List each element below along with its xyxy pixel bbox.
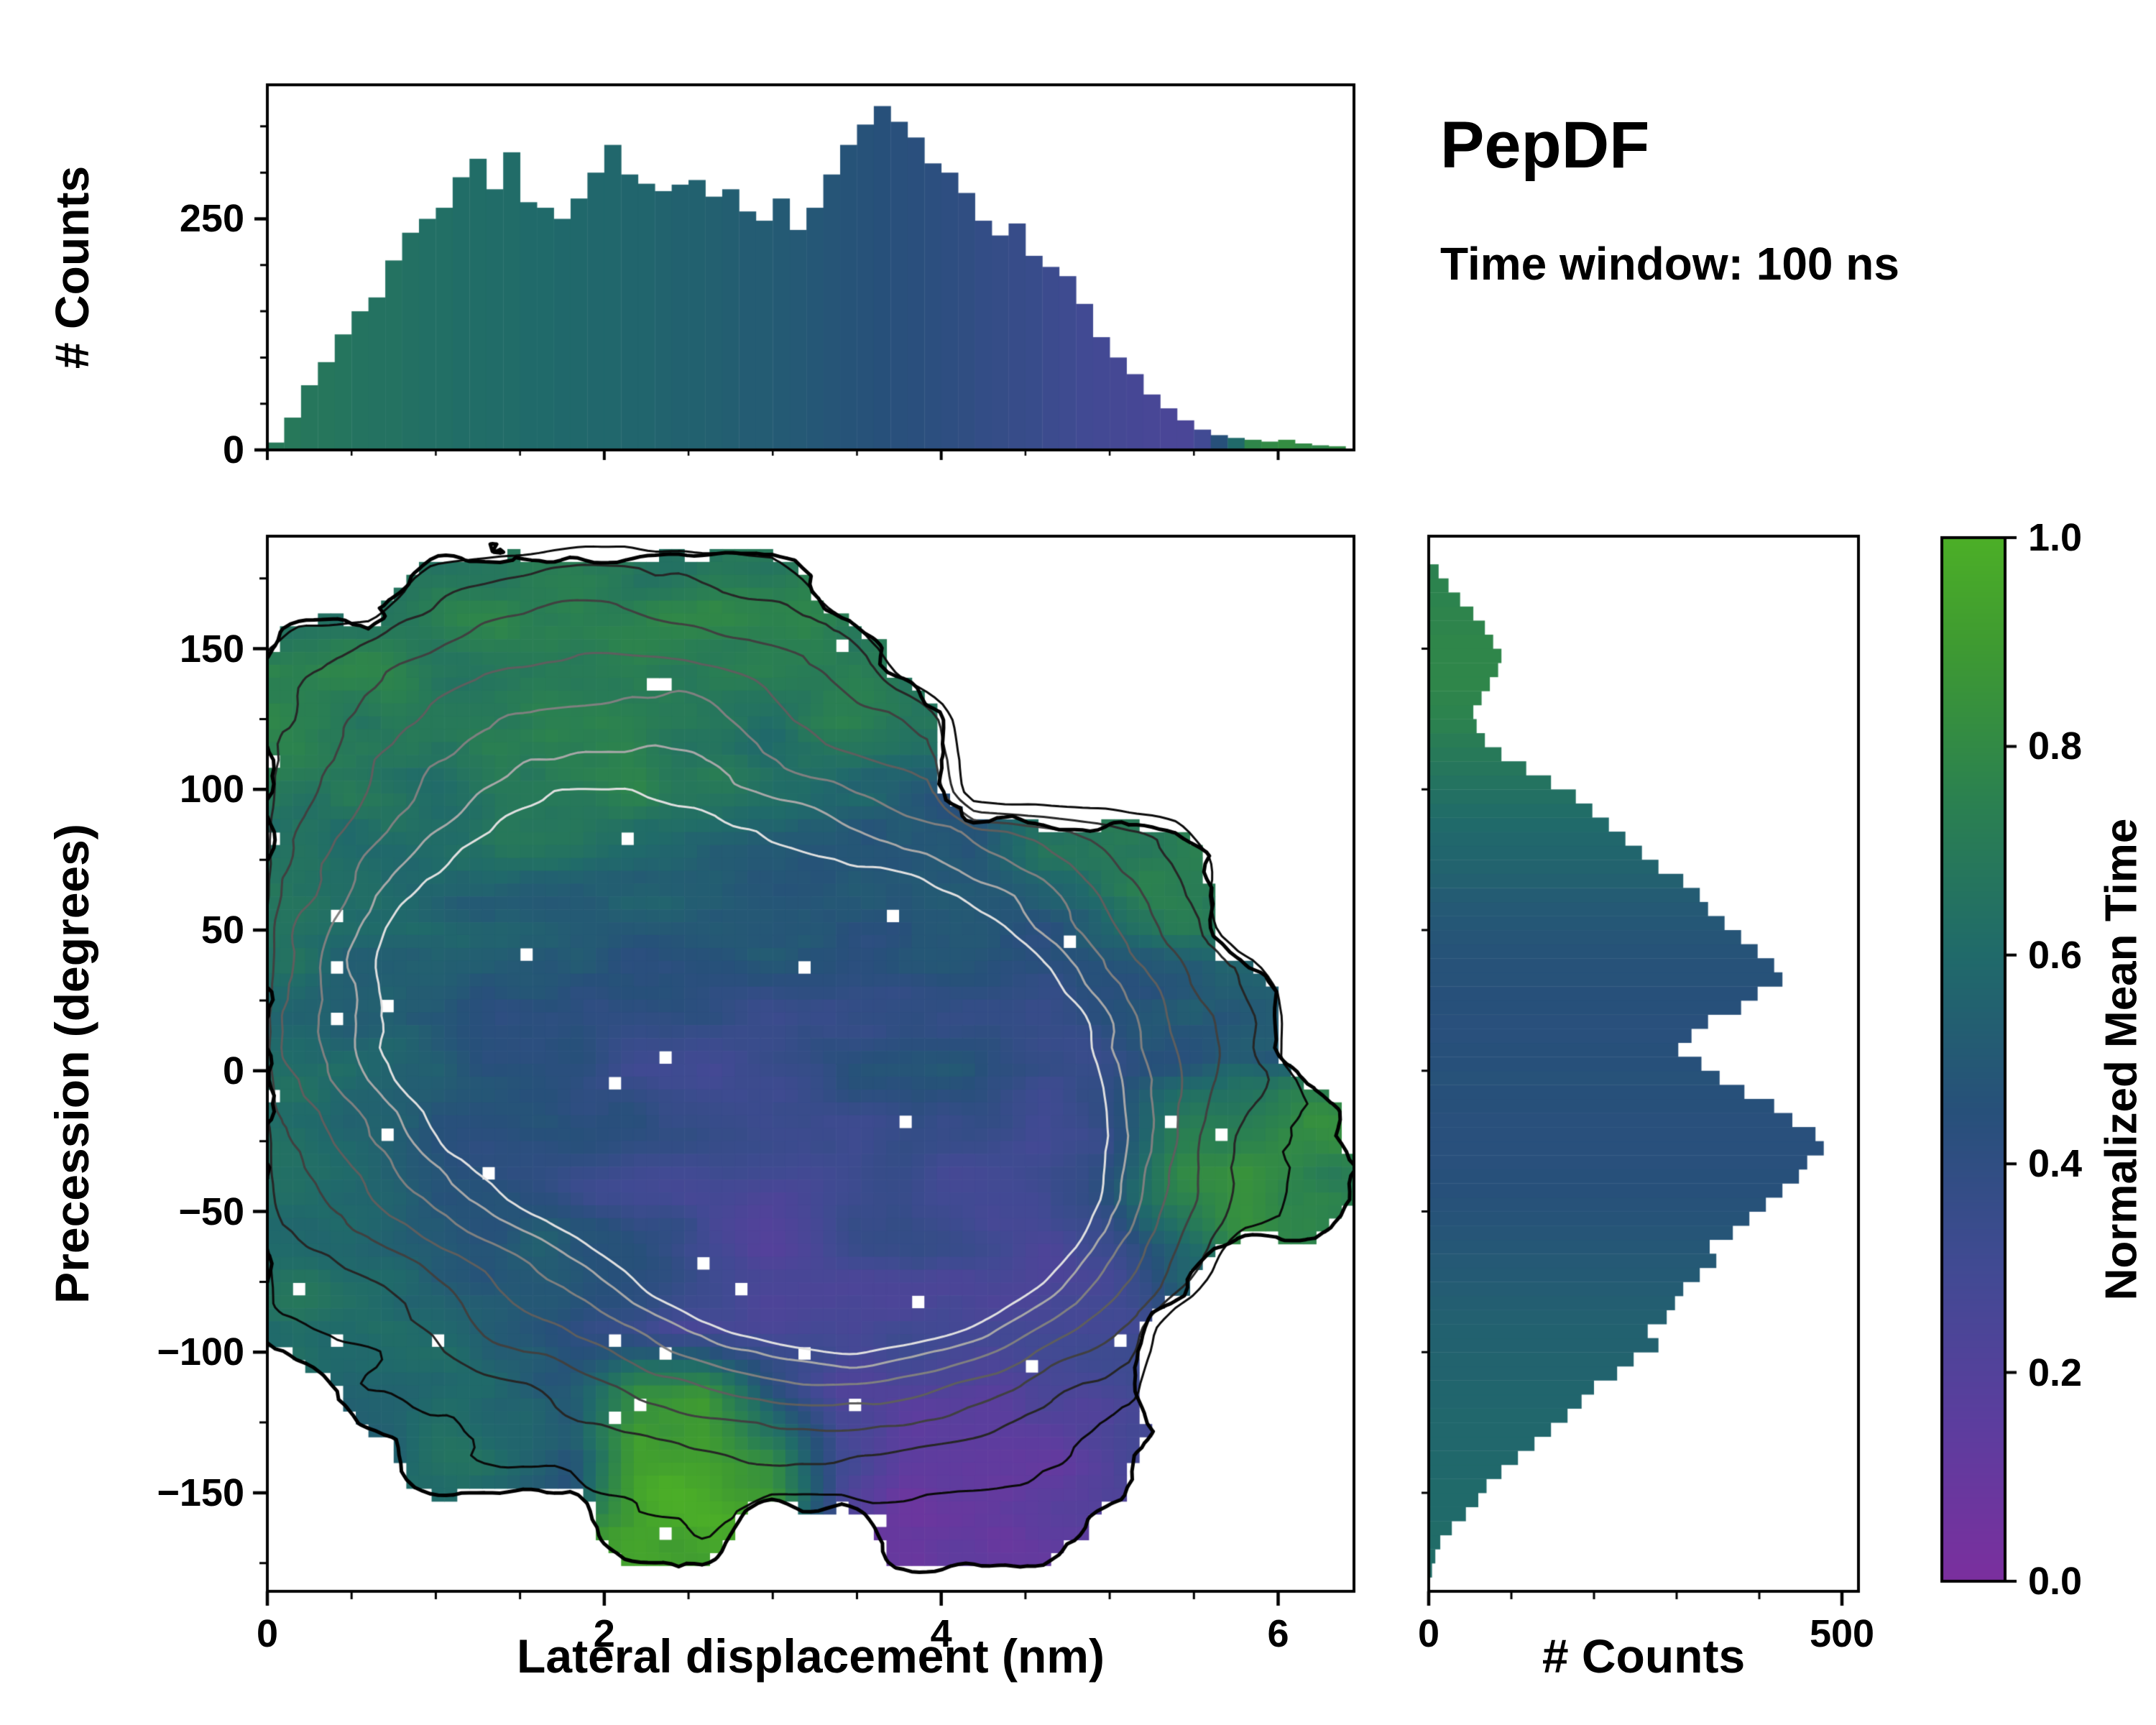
colorbar-label: Normalized Mean Time xyxy=(2096,818,2147,1301)
main-xlabel: Lateral displacement (nm) xyxy=(517,1629,1105,1683)
tick-label: −100 xyxy=(157,1330,244,1374)
right-histogram-canvas xyxy=(1406,513,1881,1614)
tick-label: 0 xyxy=(1417,1612,1440,1655)
tick-label: 250 xyxy=(179,197,244,241)
tick-label: 0.0 xyxy=(2028,1560,2083,1603)
tick-label: 0 xyxy=(256,1612,279,1655)
tick-label: 100 xyxy=(179,768,244,811)
tick-label: 0 xyxy=(222,428,244,472)
tick-label: 0.4 xyxy=(2028,1142,2083,1186)
tick-label: 150 xyxy=(179,627,244,671)
tick-label: 0.2 xyxy=(2028,1351,2083,1394)
right-histogram-xlabel: # Counts xyxy=(1542,1629,1746,1683)
plot-subtitle: Time window: 100 ns xyxy=(1440,238,1899,290)
tick-label: 0.6 xyxy=(2028,933,2083,977)
tick-label: 1.0 xyxy=(2028,516,2083,559)
tick-label: 2 xyxy=(593,1612,615,1655)
tick-label: 0.8 xyxy=(2028,724,2083,768)
tick-label: 6 xyxy=(1267,1612,1289,1655)
tick-label: −150 xyxy=(157,1471,244,1514)
main-heatmap-canvas xyxy=(244,513,1377,1614)
top-histogram-canvas xyxy=(244,62,1377,473)
tick-label: 50 xyxy=(201,908,244,952)
tick-label: 4 xyxy=(930,1612,952,1655)
tick-label: −50 xyxy=(178,1190,244,1233)
top-histogram-ylabel: # Counts xyxy=(45,165,98,369)
tick-label: 0 xyxy=(222,1049,244,1092)
plot-title: PepDF xyxy=(1440,109,1650,182)
main-ylabel: Precession (degrees) xyxy=(45,824,98,1304)
tick-label: 500 xyxy=(1809,1612,1875,1655)
colorbar-canvas xyxy=(1919,515,2028,1604)
